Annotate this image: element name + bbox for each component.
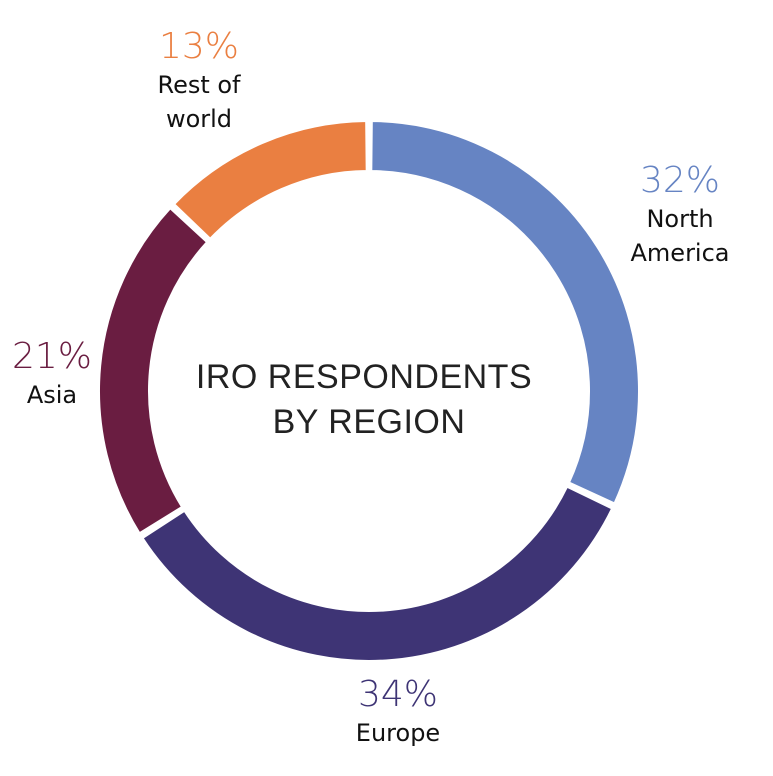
slices-layer <box>98 120 640 662</box>
category-label-line: world <box>166 105 232 133</box>
category-label-asia: Asia <box>27 381 77 409</box>
slice-asia <box>98 206 209 535</box>
chart-title: IRO RESPONDENTS BY REGION <box>196 358 542 441</box>
slice-rest-of-world <box>172 120 368 241</box>
category-label-line: North <box>646 205 713 233</box>
category-label-line: Asia <box>27 381 77 409</box>
value-label-rest-of-world: 13% <box>159 26 239 67</box>
category-label-europe: Europe <box>356 719 440 747</box>
category-label-north-america: North America <box>631 205 730 267</box>
category-label-line: Rest of <box>157 71 241 99</box>
slice-north-america <box>370 120 640 505</box>
value-label-north-america: 32% <box>640 160 720 201</box>
value-label-europe: 34% <box>358 674 438 715</box>
category-label-rest-of-world: Rest of world <box>157 71 241 133</box>
slice-europe <box>141 485 614 662</box>
category-label-line: Europe <box>356 719 440 747</box>
value-label-asia: 21% <box>12 336 92 377</box>
category-label-line: America <box>631 239 730 267</box>
chart-title-line-1: IRO RESPONDENTS <box>196 358 532 396</box>
chart-title-line-2: BY REGION <box>273 403 466 441</box>
